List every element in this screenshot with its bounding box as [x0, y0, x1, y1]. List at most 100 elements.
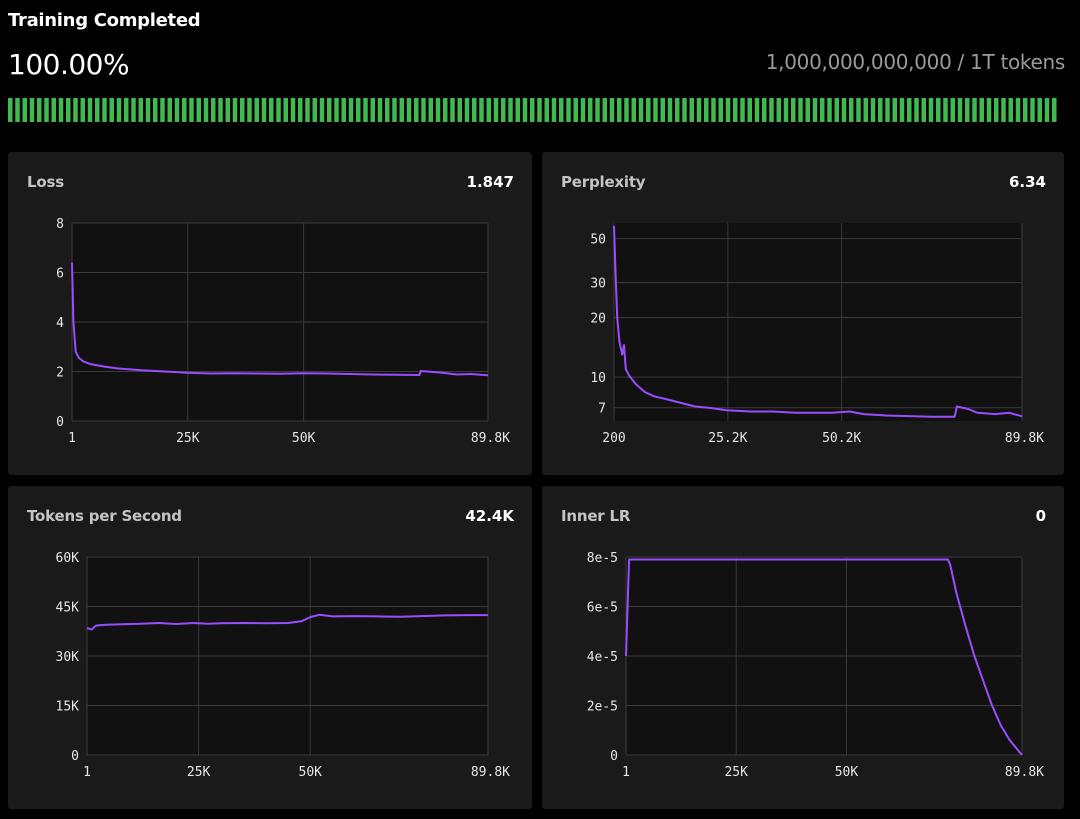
- progress-segment: [450, 98, 455, 122]
- progress-segment: [44, 98, 49, 122]
- loss-y-tick-label: 6: [56, 267, 64, 282]
- tokens-per-second-series-line: [86, 613, 488, 631]
- tokens-per-second-x-tick-label: 50K: [299, 765, 323, 780]
- progress-segment: [341, 98, 346, 122]
- progress-segment: [153, 98, 158, 122]
- tokens-per-second-chart: 0 15K 30K 45K 60K 1 25K 50K 89.8K: [56, 551, 511, 780]
- progress-segment: [638, 98, 644, 122]
- status-title: Training Completed: [8, 10, 201, 31]
- progress-segment: [733, 98, 738, 122]
- progress-segment: [609, 98, 615, 122]
- progress-segment: [269, 98, 274, 122]
- progress-segment: [820, 98, 825, 122]
- progress-segment: [689, 98, 694, 122]
- inner-lr-y-tick-label: 6e-5: [587, 601, 618, 616]
- inner-lr-title: Inner LR: [561, 507, 631, 525]
- progress-segment: [211, 98, 216, 122]
- progress-segment: [493, 98, 499, 122]
- progress-segment: [406, 98, 412, 122]
- progress-segment: [356, 98, 361, 122]
- inner-lr-x-tick-label: 89.8K: [1005, 765, 1044, 780]
- inner-lr-x-tick-label: 1: [622, 765, 630, 780]
- progress-segment: [22, 98, 27, 122]
- progress-segment: [435, 98, 441, 122]
- progress-segment: [907, 98, 912, 122]
- progress-segment: [573, 98, 578, 122]
- progress-segment: [8, 98, 13, 122]
- progress-segment: [899, 98, 905, 122]
- progress-segment: [747, 98, 752, 122]
- perplexity-y-tick-label: 30: [590, 277, 606, 292]
- progress-segment: [522, 98, 528, 122]
- progress-segment: [515, 98, 520, 122]
- inner-lr-y-tick-label: 4e-5: [587, 650, 618, 665]
- progress-segment: [972, 98, 977, 122]
- progress-segment: [377, 98, 383, 122]
- progress-segment: [834, 98, 839, 122]
- progress-segment: [203, 98, 209, 122]
- progress-segment: [290, 98, 296, 122]
- progress-segment: [624, 98, 629, 122]
- progress-segment: [174, 98, 180, 122]
- progress-segment: [392, 98, 397, 122]
- loss-y-tick-label: 8: [56, 217, 64, 232]
- progress-segment: [225, 98, 230, 122]
- progress-segment: [508, 98, 513, 122]
- progress-segment: [472, 98, 477, 122]
- progress-segment: [443, 98, 448, 122]
- progress-segment: [725, 98, 731, 122]
- progress-segment: [994, 98, 999, 122]
- tokens-per-second-x-tick-label: 1: [83, 765, 91, 780]
- progress-segment: [878, 98, 883, 122]
- token-count: 1,000,000,000,000 / 1T tokens: [765, 50, 1066, 74]
- progress-segment: [1001, 98, 1006, 122]
- perplexity-series-line: [613, 225, 1023, 418]
- progress-segment: [936, 98, 941, 122]
- progress-segment: [327, 98, 332, 122]
- progress-segment: [892, 98, 897, 122]
- progress-segment: [428, 98, 433, 122]
- loss-y-tick-label: 4: [56, 316, 64, 331]
- progress-segment: [957, 98, 963, 122]
- progress-segment: [167, 98, 172, 122]
- progress-segment: [602, 98, 607, 122]
- progress-segment: [617, 98, 622, 122]
- progress-bar: [8, 98, 1057, 122]
- progress-segment: [51, 98, 56, 122]
- tokens-per-second-value: 42.4K: [465, 507, 514, 525]
- progress-segment: [254, 98, 259, 122]
- loss-y-tick-label: 0: [56, 415, 64, 430]
- progress-segment: [305, 98, 310, 122]
- progress-segment: [986, 98, 992, 122]
- inner-lr-chart: 0 2e-5 4e-5 6e-5 8e-5 1 25K 50K 89.8K: [587, 551, 1044, 780]
- loss-x-tick-label: 25K: [176, 431, 200, 446]
- inner-lr-y-tick-label: 8e-5: [587, 551, 618, 566]
- tokens-per-second-x-tick-label: 25K: [187, 765, 211, 780]
- loss-series-line: [71, 262, 489, 377]
- perplexity-chart: 7 10 20 30 50 200 25.2K 50.2K 89.8K: [590, 223, 1044, 446]
- progress-segment: [1037, 98, 1042, 122]
- loss-x-tick-label: 50K: [292, 431, 316, 446]
- progress-segment: [102, 98, 107, 122]
- progress-segment: [145, 98, 151, 122]
- progress-segment: [762, 98, 767, 122]
- progress-segment: [464, 98, 470, 122]
- progress-segment: [486, 98, 491, 122]
- progress-segment: [218, 98, 223, 122]
- progress-segment: [791, 98, 796, 122]
- progress-segment: [73, 98, 78, 122]
- perplexity-x-tick-label: 50.2K: [822, 431, 861, 446]
- perplexity-x-tick-label: 89.8K: [1005, 431, 1044, 446]
- progress-segment: [124, 98, 129, 122]
- inner-lr-y-tick-label: 2e-5: [587, 700, 618, 715]
- perplexity-x-tick-label: 200: [602, 431, 625, 446]
- perplexity-x-tick-label: 25.2K: [708, 431, 747, 446]
- progress-segment: [298, 98, 303, 122]
- perplexity-plot-area: [614, 223, 1022, 421]
- inner-lr-panel: Inner LR 0 0 2e-5 4e-5 6e-5 8e-5 1 25K 50K 89.8K: [542, 486, 1064, 809]
- progress-segment: [37, 98, 42, 122]
- inner-lr-x-tick-label: 50K: [835, 765, 859, 780]
- progress-segment: [566, 98, 571, 122]
- tokens-per-second-y-tick-label: 30K: [56, 650, 80, 665]
- progress-segment: [530, 98, 535, 122]
